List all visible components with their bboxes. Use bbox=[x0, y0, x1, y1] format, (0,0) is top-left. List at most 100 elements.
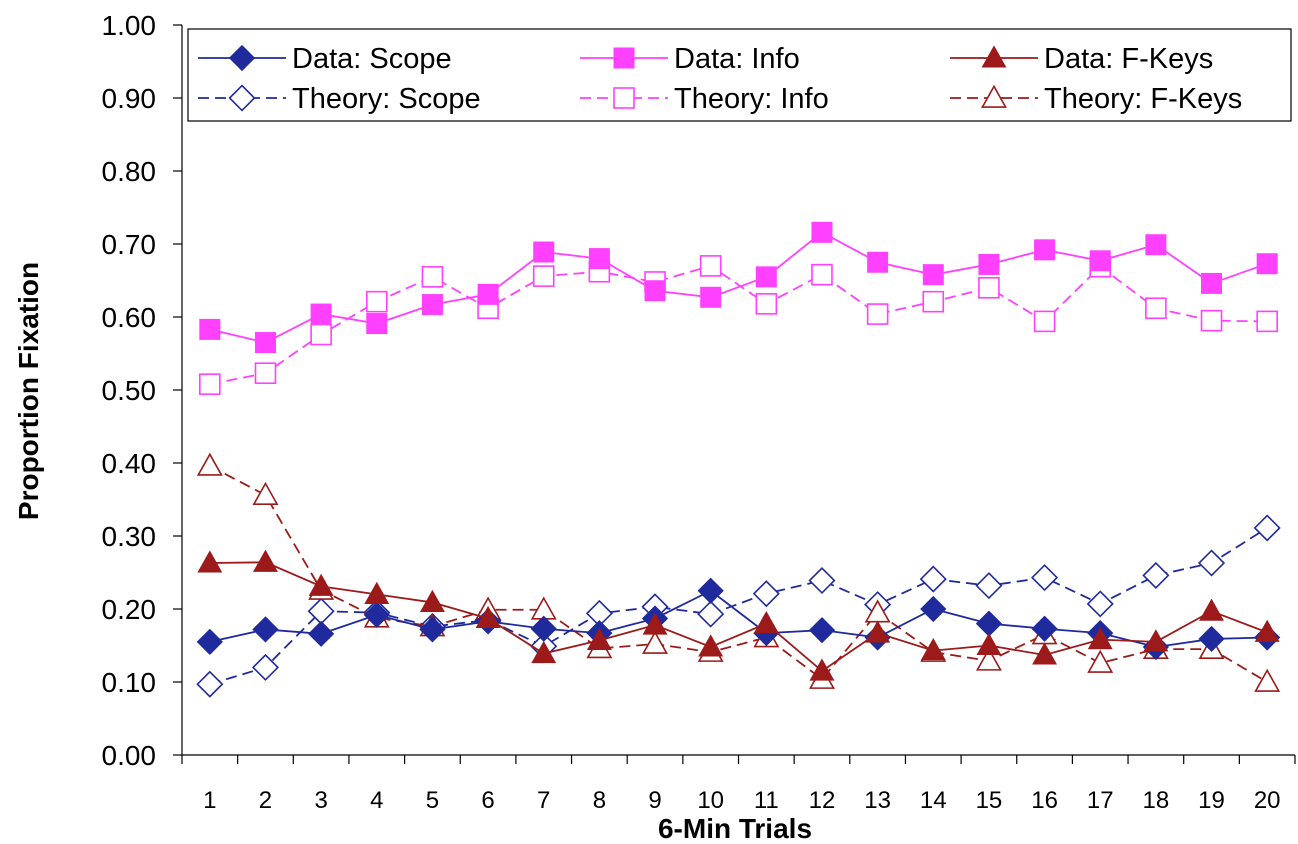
series-layer bbox=[196, 221, 1281, 698]
series-theory-f-keys bbox=[196, 452, 1281, 692]
data-point bbox=[1145, 297, 1167, 320]
data-point bbox=[421, 266, 444, 288]
data-point bbox=[366, 313, 388, 335]
y-tick-label: 0.80 bbox=[102, 156, 157, 187]
legend-item-theory-info: Theory: Info bbox=[580, 83, 829, 115]
data-point bbox=[421, 294, 443, 316]
data-point bbox=[419, 616, 446, 643]
data-point bbox=[1032, 642, 1058, 665]
data-point bbox=[308, 620, 335, 647]
legend-marker bbox=[228, 44, 256, 72]
data-point bbox=[251, 653, 280, 681]
x-tick-label: 10 bbox=[697, 787, 724, 814]
x-tick-label: 20 bbox=[1254, 787, 1281, 814]
data-point bbox=[922, 290, 945, 313]
data-point bbox=[755, 293, 778, 315]
data-point bbox=[1197, 549, 1226, 577]
data-point bbox=[1253, 514, 1281, 542]
data-point bbox=[586, 627, 612, 650]
data-point bbox=[532, 265, 555, 287]
data-point bbox=[1031, 564, 1059, 592]
data-point bbox=[364, 581, 390, 604]
data-point bbox=[1143, 629, 1169, 652]
legend-label: Theory: Info bbox=[674, 83, 829, 115]
data-point bbox=[866, 303, 889, 325]
data-point bbox=[698, 634, 724, 657]
data-point bbox=[809, 658, 835, 681]
legend-label: Theory: Scope bbox=[292, 83, 481, 115]
x-tick-label: 13 bbox=[864, 787, 891, 814]
data-point bbox=[363, 601, 390, 628]
data-point bbox=[975, 610, 1003, 637]
x-tick-label: 18 bbox=[1143, 787, 1170, 814]
legend-label: Data: Info bbox=[674, 43, 800, 75]
y-tick-label: 0.50 bbox=[102, 375, 157, 406]
x-tick-label: 11 bbox=[754, 787, 779, 814]
data-point bbox=[975, 647, 1002, 671]
data-point bbox=[254, 332, 276, 354]
y-tick-label: 0.00 bbox=[102, 740, 157, 771]
x-tick-label: 17 bbox=[1087, 787, 1114, 814]
data-point bbox=[752, 580, 780, 608]
data-point bbox=[1089, 250, 1111, 272]
x-tick-label: 15 bbox=[976, 787, 1003, 814]
data-point bbox=[644, 280, 666, 302]
x-tick-label: 7 bbox=[537, 787, 550, 814]
data-point bbox=[808, 617, 836, 644]
y-tick-label: 0.10 bbox=[102, 667, 157, 698]
data-point bbox=[1254, 619, 1280, 642]
series-theory-scope bbox=[196, 514, 1281, 698]
y-tick-label: 0.70 bbox=[102, 229, 157, 260]
x-tick-label: 3 bbox=[314, 787, 327, 814]
data-point bbox=[197, 550, 223, 573]
x-tick-label: 2 bbox=[259, 787, 272, 814]
data-point bbox=[1199, 598, 1224, 621]
data-point bbox=[475, 605, 501, 629]
data-point bbox=[199, 318, 221, 340]
y-tick-label: 0.20 bbox=[102, 594, 157, 625]
y-tick-label: 0.90 bbox=[102, 83, 157, 114]
legend-marker bbox=[228, 84, 256, 112]
data-point bbox=[254, 362, 277, 385]
x-tick-label: 1 bbox=[203, 787, 216, 814]
data-point bbox=[531, 640, 557, 664]
data-point bbox=[755, 266, 777, 288]
data-point bbox=[1034, 239, 1056, 261]
data-point bbox=[308, 573, 334, 596]
data-point bbox=[1201, 272, 1223, 294]
data-point bbox=[252, 481, 279, 505]
data-point bbox=[753, 610, 779, 634]
data-point bbox=[642, 630, 668, 654]
data-point bbox=[1256, 310, 1278, 333]
series-data-info bbox=[199, 221, 1278, 354]
series-theory-info bbox=[199, 255, 1278, 395]
data-point bbox=[922, 264, 944, 286]
data-point bbox=[533, 241, 555, 263]
data-point bbox=[253, 549, 278, 572]
legend-marker bbox=[981, 84, 1007, 108]
data-point bbox=[642, 612, 668, 635]
series-line-theory-f-keys bbox=[209, 465, 1268, 683]
data-point bbox=[1256, 253, 1278, 275]
data-point bbox=[530, 615, 557, 642]
legend-marker bbox=[981, 45, 1007, 68]
legend-label: Data: Scope bbox=[292, 43, 452, 75]
data-point bbox=[1033, 310, 1056, 333]
y-tick-label: 0.30 bbox=[102, 521, 157, 552]
data-point bbox=[978, 276, 1000, 299]
data-point bbox=[196, 452, 223, 476]
data-point bbox=[808, 566, 836, 595]
data-point bbox=[419, 589, 445, 612]
data-point bbox=[1254, 668, 1281, 692]
x-tick-label: 4 bbox=[370, 787, 383, 814]
legend-item-data-f-keys: Data: F-Keys bbox=[950, 43, 1213, 75]
data-point bbox=[1087, 649, 1114, 673]
data-point bbox=[199, 373, 221, 395]
y-axis-ticks: 0.00 0.10 0.20 0.30 0.40 0.50 0.60 0.70 0.80 0.90… bbox=[102, 10, 182, 771]
data-point bbox=[588, 248, 610, 270]
legend-item-data-scope: Data: Scope bbox=[198, 43, 452, 75]
legend: Data: Scope Data: Info Data: F-Keys Theory:… bbox=[187, 28, 1292, 122]
data-point bbox=[1087, 627, 1113, 650]
x-tick-label: 16 bbox=[1031, 787, 1058, 814]
